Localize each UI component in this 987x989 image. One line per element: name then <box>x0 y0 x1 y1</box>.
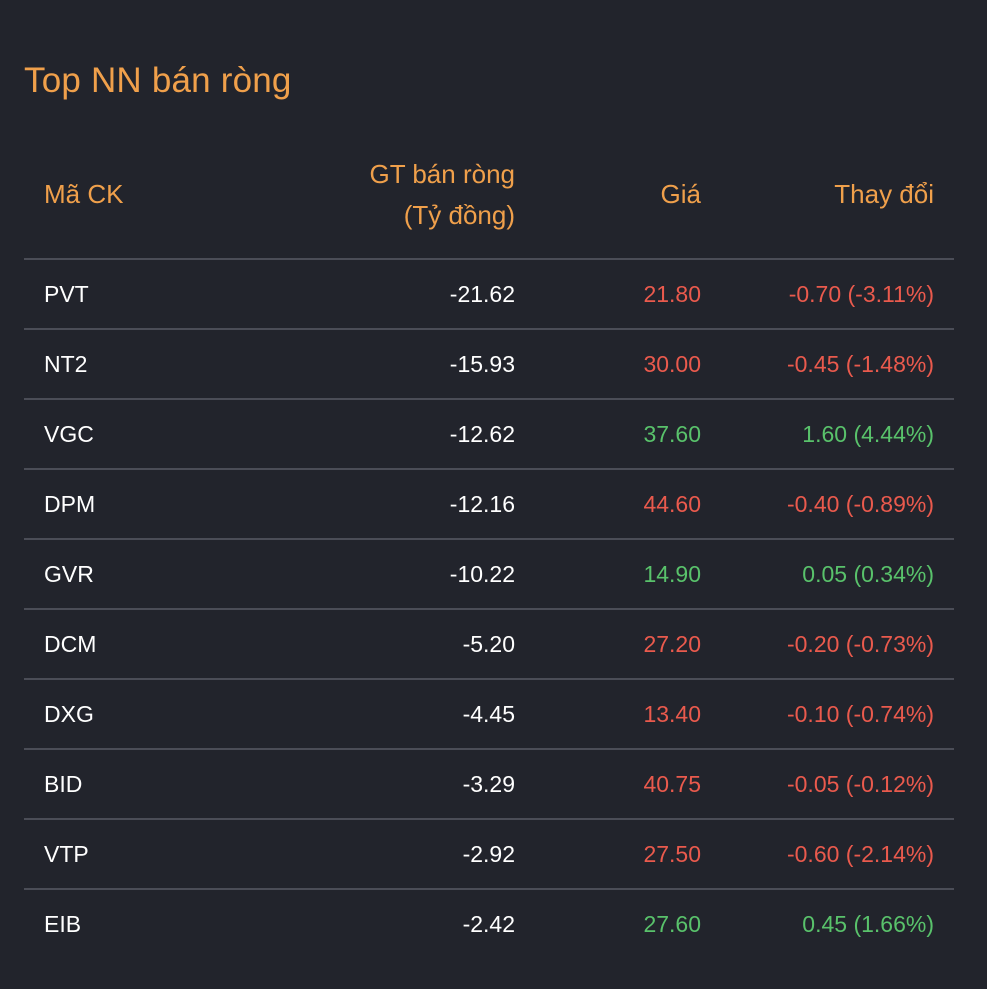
net-sell-value: -21.62 <box>449 281 515 307</box>
stock-code: GVR <box>44 561 94 587</box>
price-change: -0.05 (-0.12%) <box>786 771 934 797</box>
net-sell-value-unit: (Tỷ đồng) <box>403 200 515 230</box>
panel-title: Top NN bán ròng <box>24 61 292 100</box>
net-sell-value: -5.20 <box>462 631 515 657</box>
stock-code: DCM <box>44 631 97 657</box>
column-header-change: Thay đổi <box>834 179 934 209</box>
stock-code: NT2 <box>44 351 88 377</box>
stock-code: VTP <box>44 841 89 867</box>
net-sell-value: -12.62 <box>449 421 515 447</box>
price-change: -0.45 (-1.48%) <box>786 351 934 377</box>
stock-code: VGC <box>44 421 94 447</box>
price-change: -0.70 (-3.11%) <box>788 281 934 307</box>
stock-code: EIB <box>44 911 82 937</box>
table-row[interactable]: DCM -5.20 27.20 -0.20 (-0.73%) <box>24 610 954 680</box>
stock-price: 13.40 <box>643 701 701 727</box>
table-row[interactable]: EIB -2.42 27.60 0.45 (1.66%) <box>24 890 954 958</box>
price-change: 0.05 (0.34%) <box>802 561 934 587</box>
table-body: PVT -21.62 21.80 -0.70 (-3.11%) NT2 -15.… <box>24 260 954 958</box>
table-header: Mã CK GT bán ròng (Tỷ đồng) Giá Thay đổi <box>24 146 954 260</box>
table-row[interactable]: VGC -12.62 37.60 1.60 (4.44%) <box>24 400 954 470</box>
net-sell-value-label: GT bán ròng <box>369 159 515 189</box>
stock-price: 14.90 <box>643 561 701 587</box>
stock-price: 27.20 <box>643 631 701 657</box>
stock-price: 21.80 <box>643 281 701 307</box>
table-row[interactable]: DXG -4.45 13.40 -0.10 (-0.74%) <box>24 680 954 750</box>
column-header-price: Giá <box>660 179 701 209</box>
top-foreign-net-selling-panel: Top NN bán ròng Mã CK GT bán ròng (Tỷ đồ… <box>24 56 954 937</box>
stock-price: 27.50 <box>643 841 701 867</box>
net-sell-value: -15.93 <box>449 351 515 377</box>
column-header-stock-code: Mã CK <box>44 179 124 209</box>
table-row[interactable]: VTP -2.92 27.50 -0.60 (-2.14%) <box>24 820 954 890</box>
price-change: -0.60 (-2.14%) <box>786 841 934 867</box>
table-row[interactable]: GVR -10.22 14.90 0.05 (0.34%) <box>24 540 954 610</box>
price-change: 0.45 (1.66%) <box>802 911 934 937</box>
stock-price: 44.60 <box>643 491 701 517</box>
table-row[interactable]: PVT -21.62 21.80 -0.70 (-3.11%) <box>24 260 954 330</box>
stock-table: Mã CK GT bán ròng (Tỷ đồng) Giá Thay đổi… <box>24 146 954 958</box>
price-change: -0.20 (-0.73%) <box>786 631 934 657</box>
net-sell-value: -10.22 <box>449 561 515 587</box>
stock-code: DPM <box>44 491 96 517</box>
net-sell-value: -2.42 <box>462 911 515 937</box>
stock-code: DXG <box>44 701 94 727</box>
stock-price: 37.60 <box>643 421 701 447</box>
stock-price: 30.00 <box>643 351 701 377</box>
stock-price: 40.75 <box>643 771 701 797</box>
price-change: 1.60 (4.44%) <box>802 421 934 447</box>
table-row[interactable]: BID -3.29 40.75 -0.05 (-0.12%) <box>24 750 954 820</box>
stock-code: BID <box>44 771 83 797</box>
price-change: -0.40 (-0.89%) <box>786 491 934 517</box>
table-row[interactable]: NT2 -15.93 30.00 -0.45 (-1.48%) <box>24 330 954 400</box>
table-row[interactable]: DPM -12.16 44.60 -0.40 (-0.89%) <box>24 470 954 540</box>
stock-code: PVT <box>44 281 89 307</box>
price-change: -0.10 (-0.74%) <box>786 701 934 727</box>
net-sell-value: -3.29 <box>462 771 515 797</box>
stock-price: 27.60 <box>643 911 701 937</box>
column-header-net-sell-value: GT bán ròng (Tỷ đồng) <box>324 154 515 236</box>
net-sell-value: -12.16 <box>449 491 515 517</box>
net-sell-value: -2.92 <box>462 841 515 867</box>
net-sell-value: -4.45 <box>462 701 515 727</box>
